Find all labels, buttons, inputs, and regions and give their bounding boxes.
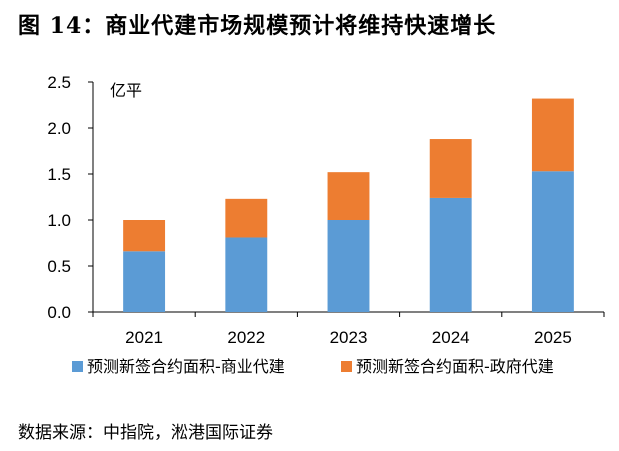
x-tick-label: 2025 — [534, 328, 572, 347]
bar-government-2024 — [429, 139, 472, 198]
legend-label: 预测新签合约面积-政府代建 — [356, 357, 554, 376]
legend: 预测新签合约面积-商业代建 预测新签合约面积-政府代建 — [72, 357, 554, 376]
legend-label: 预测新签合约面积-商业代建 — [87, 357, 285, 376]
y-tick-label: 2.0 — [47, 119, 71, 138]
bar-commercial-2021 — [123, 251, 166, 312]
y-tick-label: 1.5 — [47, 165, 71, 184]
bar-government-2023 — [327, 172, 370, 220]
figure-title: 图 14：商业代建市场规模预计将维持快速增长 — [18, 13, 497, 39]
y-unit-label: 亿平 — [110, 81, 142, 100]
y-tick-label: 0.5 — [47, 257, 71, 276]
legend-swatch — [72, 361, 83, 372]
x-axis: 2021 2022 2023 2024 2025 — [92, 311, 605, 347]
y-tick-label: 0.0 — [47, 303, 71, 322]
bar-commercial-2024 — [429, 197, 472, 312]
bar-government-2021 — [123, 220, 166, 252]
x-tick-label: 2021 — [125, 328, 163, 347]
bar-government-2025 — [531, 98, 574, 172]
source-note: 数据来源：中指院，淞港国际证券 — [18, 423, 273, 443]
x-tick-label: 2023 — [330, 328, 368, 347]
x-tick-label: 2024 — [432, 328, 470, 347]
bar-commercial-2025 — [531, 171, 574, 312]
x-tick-label: 2022 — [227, 328, 265, 347]
bars — [123, 98, 574, 312]
bar-government-2022 — [225, 198, 268, 238]
y-axis: 0.0 0.5 1.0 1.5 2.0 2.5 — [47, 73, 94, 322]
legend-swatch — [341, 361, 352, 372]
y-tick-label: 2.5 — [47, 73, 71, 92]
y-tick-label: 1.0 — [47, 211, 71, 230]
bar-commercial-2022 — [225, 237, 268, 312]
bar-commercial-2023 — [327, 220, 370, 312]
